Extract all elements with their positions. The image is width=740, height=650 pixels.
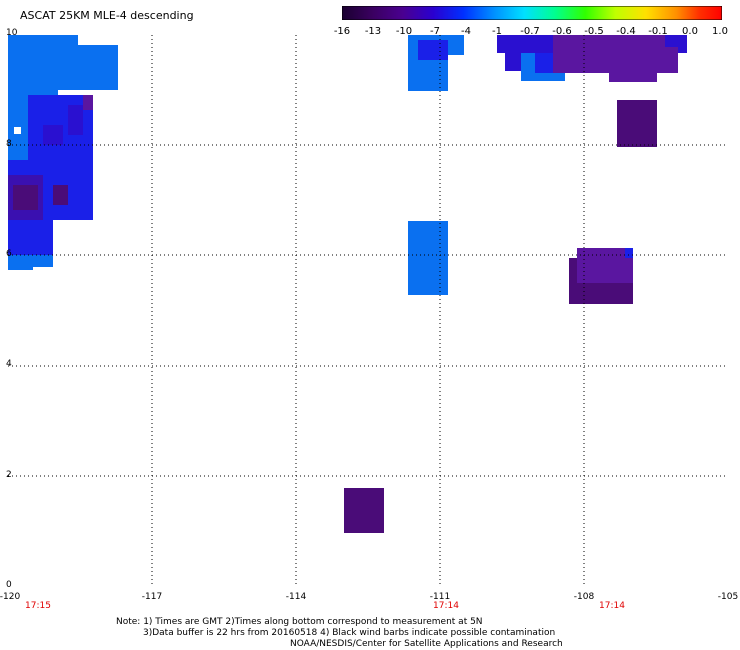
colorbar-label: -0.4	[616, 26, 636, 37]
lon-label: -117	[141, 592, 163, 602]
colorbar-label: -16	[333, 26, 351, 37]
colorbar-label: -0.6	[552, 26, 572, 37]
colorbar	[342, 6, 722, 20]
colorbar-label: -10	[395, 26, 413, 37]
colorbar-label: 1.0	[712, 26, 728, 37]
colorbar-label: -13	[364, 26, 382, 37]
lat-label: 0	[6, 580, 12, 590]
lat-label: 8	[6, 139, 12, 149]
colorbar-label: -0.1	[648, 26, 668, 37]
colorbar-label: -4	[461, 26, 471, 37]
colorbar-label: -7	[430, 26, 440, 37]
colorbar-label: 0.0	[682, 26, 698, 37]
time-label: 17:14	[433, 601, 459, 611]
time-label: 17:15	[25, 601, 51, 611]
lon-label: -111	[429, 592, 451, 602]
lon-label: -120	[0, 592, 21, 602]
map-plot	[8, 35, 728, 586]
chart-title: ASCAT 25KM MLE-4 descending	[20, 9, 194, 22]
lon-label: -114	[285, 592, 307, 602]
lat-label: 10	[6, 28, 18, 38]
note-line-2: 3)Data buffer is 22 hrs from 20160518 4)…	[143, 628, 556, 638]
time-label: 17:14	[599, 601, 625, 611]
lat-lon-grid	[8, 35, 728, 586]
colorbar-labels: -16 -13 -10 -7 -4 -1 -0.7 -0.6 -0.5 -0.4…	[322, 26, 740, 38]
lat-label: 6	[6, 249, 12, 259]
note-line-3: NOAA/NESDIS/Center for Satellite Applica…	[290, 639, 563, 649]
lat-label: 2	[6, 470, 12, 480]
colorbar-label: -0.7	[520, 26, 540, 37]
lon-label: -108	[573, 592, 595, 602]
lon-label: -105	[717, 592, 739, 602]
colorbar-label: -1	[492, 26, 502, 37]
note-line-1: Note: 1) Times are GMT 2)Times along bot…	[116, 617, 483, 627]
scatterometer-cells	[8, 35, 687, 533]
colorbar-label: -0.5	[584, 26, 604, 37]
lat-label: 4	[6, 359, 12, 369]
